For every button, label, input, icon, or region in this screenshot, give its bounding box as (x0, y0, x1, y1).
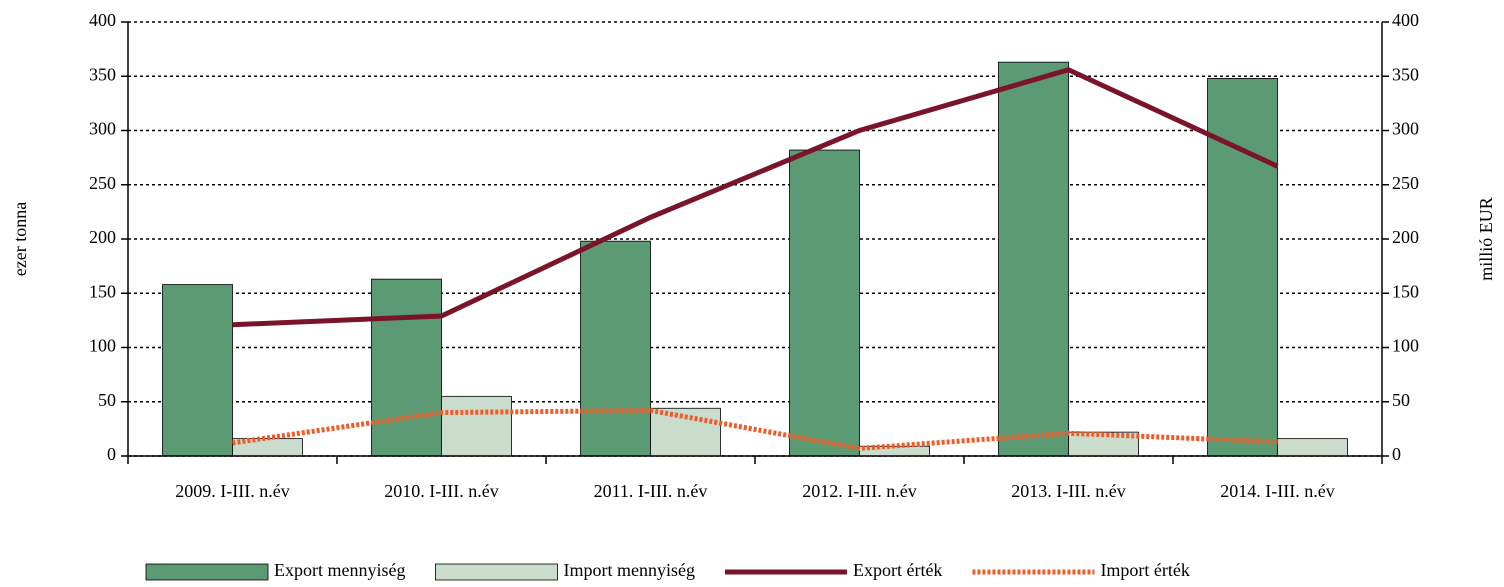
y2-tick-label: 200 (1392, 227, 1419, 247)
y-tick-label: 300 (89, 119, 116, 139)
y2-tick-label: 300 (1392, 119, 1419, 139)
y2-tick-label: 50 (1392, 390, 1410, 410)
bar (580, 240, 651, 457)
bar (789, 149, 860, 457)
bar (441, 395, 512, 457)
y-tick-label: 350 (89, 64, 116, 84)
y2-axis-label: millió EUR (1476, 197, 1496, 281)
y2-tick-label: 150 (1392, 281, 1419, 301)
y2-tick-label: 350 (1392, 64, 1419, 84)
legend-swatch (145, 563, 269, 581)
x-tick-label: 2012. I-III. n.év (802, 481, 916, 501)
y-tick-label: 200 (89, 227, 116, 247)
bar (1207, 78, 1278, 457)
legend-label: Import érték (1100, 560, 1189, 580)
y-tick-label: 100 (89, 336, 116, 356)
y2-tick-label: 0 (1392, 444, 1401, 464)
bar (1277, 438, 1348, 457)
y-tick-label: 0 (107, 444, 116, 464)
y-tick-label: 250 (89, 173, 116, 193)
legend-swatch (435, 563, 558, 581)
y2-tick-label: 100 (1392, 336, 1419, 356)
y-axis-label: ezer tonna (10, 202, 30, 276)
y-tick-label: 400 (89, 10, 116, 30)
legend-label: Export mennyiség (274, 560, 405, 580)
x-tick-label: 2011. I-III. n.év (594, 481, 708, 501)
y2-tick-label: 250 (1392, 173, 1419, 193)
legend-label: Export érték (853, 560, 942, 580)
y2-tick-label: 400 (1392, 10, 1419, 30)
x-tick-label: 2013. I-III. n.év (1011, 481, 1125, 501)
bar (371, 278, 442, 457)
x-tick-label: 2010. I-III. n.év (384, 481, 498, 501)
bar (162, 284, 233, 457)
line-series (232, 67, 1279, 328)
x-tick-label: 2009. I-III. n.év (175, 481, 289, 501)
bar (998, 61, 1069, 457)
legend-label: Import mennyiség (563, 560, 694, 580)
y-tick-label: 50 (98, 390, 116, 410)
line-series (232, 407, 1278, 451)
y-tick-label: 150 (89, 281, 116, 301)
x-tick-label: 2014. I-III. n.év (1220, 481, 1334, 501)
